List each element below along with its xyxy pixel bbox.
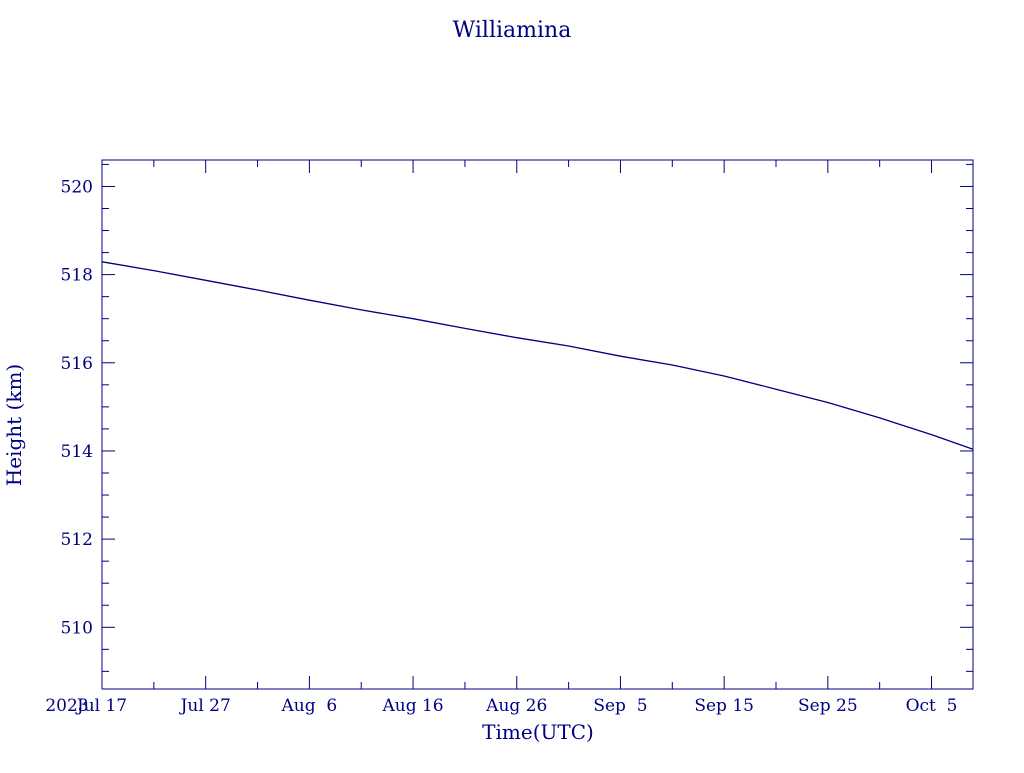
y-tick-label: 520	[61, 177, 93, 197]
height-series-line	[101, 261, 974, 450]
y-tick-label: 518	[61, 266, 93, 286]
x-tick-label: Oct 5	[906, 696, 958, 716]
plot-frame	[101, 159, 974, 690]
y-axis-label: Height (km)	[2, 364, 26, 486]
x-tick-label: Aug 6	[281, 696, 338, 716]
x-tick-label: Aug 26	[485, 696, 547, 716]
y-axis-ticks	[102, 163, 973, 672]
x-tick-label: Sep 15	[694, 696, 754, 716]
y-tick-label: 510	[61, 618, 93, 638]
series-layer	[101, 261, 974, 450]
x-axis-ticks	[101, 160, 933, 689]
x-tick-label: Jul 27	[179, 696, 231, 716]
year-label: 2023	[45, 696, 88, 716]
chart-title: Williamina	[453, 18, 572, 43]
x-tick-label: Aug 16	[381, 696, 443, 716]
x-tick-label: Sep 5	[593, 696, 647, 716]
x-axis-tick-labels: Jul 17 Jul 27 Aug 6 Aug 16 Aug 26 Sep 5 Sep 15…	[75, 696, 958, 716]
x-axis-label: Time(UTC)	[482, 720, 594, 744]
y-axis-tick-labels: 510 512 514 516 518 520	[61, 177, 93, 638]
y-tick-label: 512	[61, 530, 93, 550]
x-tick-label: Sep 25	[798, 696, 858, 716]
y-tick-label: 516	[61, 354, 93, 374]
x-tick-label: Jul 17	[75, 696, 127, 716]
y-tick-label: 514	[61, 442, 93, 462]
